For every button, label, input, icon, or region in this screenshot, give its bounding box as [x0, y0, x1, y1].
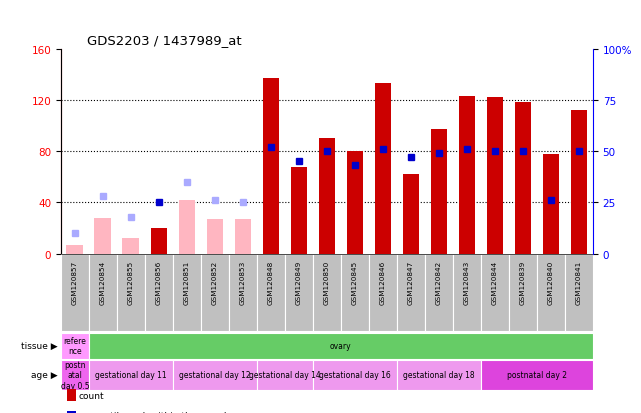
Text: count: count	[79, 391, 104, 400]
Text: tissue ▶: tissue ▶	[21, 342, 58, 350]
Text: GSM120849: GSM120849	[296, 260, 302, 304]
Bar	[565, 255, 593, 332]
Bar	[173, 255, 201, 332]
Text: GSM120854: GSM120854	[100, 260, 106, 304]
Text: percentile rank within the sample: percentile rank within the sample	[79, 411, 232, 413]
Text: gestational day 16: gestational day 16	[319, 370, 391, 379]
Bar	[570, 111, 587, 254]
Bar	[206, 219, 223, 254]
Bar	[458, 97, 476, 254]
Bar	[61, 333, 89, 359]
Bar	[341, 255, 369, 332]
Bar	[515, 103, 531, 254]
Bar	[263, 79, 279, 254]
Bar	[481, 255, 509, 332]
Bar	[235, 219, 251, 254]
Bar	[257, 255, 285, 332]
Bar	[374, 84, 391, 254]
Text: GSM120846: GSM120846	[380, 260, 386, 304]
Bar	[319, 139, 335, 254]
Text: refere
nce: refere nce	[63, 336, 87, 356]
Bar	[145, 255, 172, 332]
Bar	[290, 167, 307, 254]
Bar	[403, 175, 419, 254]
Text: gestational day 12: gestational day 12	[179, 370, 251, 379]
Bar	[151, 228, 167, 254]
Bar	[425, 255, 453, 332]
Text: GSM120842: GSM120842	[436, 260, 442, 304]
Bar	[173, 360, 257, 390]
Bar	[94, 218, 112, 254]
Bar	[487, 98, 503, 254]
Bar	[397, 360, 481, 390]
Bar	[285, 255, 313, 332]
Text: GSM120844: GSM120844	[492, 260, 498, 304]
Bar	[89, 360, 173, 390]
Bar	[537, 255, 565, 332]
Bar	[369, 255, 397, 332]
Bar	[229, 255, 256, 332]
Text: postnatal day 2: postnatal day 2	[507, 370, 567, 379]
Text: GSM120847: GSM120847	[408, 260, 414, 304]
Text: GSM120853: GSM120853	[240, 260, 246, 304]
Bar	[67, 245, 83, 254]
Text: GSM120851: GSM120851	[184, 260, 190, 304]
Bar	[431, 130, 447, 254]
Bar	[257, 360, 313, 390]
Bar	[481, 360, 593, 390]
Text: ovary: ovary	[330, 342, 352, 350]
Text: gestational day 11: gestational day 11	[95, 370, 167, 379]
Text: GSM120845: GSM120845	[352, 260, 358, 304]
Bar	[313, 255, 340, 332]
Text: GSM120857: GSM120857	[72, 260, 78, 304]
Text: GDS2203 / 1437989_at: GDS2203 / 1437989_at	[87, 34, 242, 47]
Text: GSM120850: GSM120850	[324, 260, 330, 304]
Bar	[397, 255, 424, 332]
Bar	[61, 360, 89, 390]
Text: GSM120856: GSM120856	[156, 260, 162, 304]
Text: age ▶: age ▶	[31, 370, 58, 379]
Text: gestational day 14: gestational day 14	[249, 370, 320, 379]
Bar	[313, 360, 397, 390]
Text: postn
atal
day 0.5: postn atal day 0.5	[61, 360, 89, 389]
Bar	[509, 255, 537, 332]
Text: gestational day 18: gestational day 18	[403, 370, 475, 379]
Bar	[542, 154, 560, 254]
Bar	[89, 255, 117, 332]
Text: GSM120841: GSM120841	[576, 260, 582, 304]
Bar	[61, 255, 88, 332]
Text: GSM120848: GSM120848	[268, 260, 274, 304]
Bar	[453, 255, 481, 332]
Bar	[347, 152, 363, 254]
Bar	[201, 255, 229, 332]
Bar	[178, 200, 196, 254]
Text: GSM120852: GSM120852	[212, 260, 218, 304]
Bar	[117, 255, 145, 332]
Text: GSM120843: GSM120843	[464, 260, 470, 304]
Text: GSM120839: GSM120839	[520, 260, 526, 304]
Text: GSM120855: GSM120855	[128, 260, 134, 304]
Bar	[122, 239, 139, 254]
Text: GSM120840: GSM120840	[548, 260, 554, 304]
